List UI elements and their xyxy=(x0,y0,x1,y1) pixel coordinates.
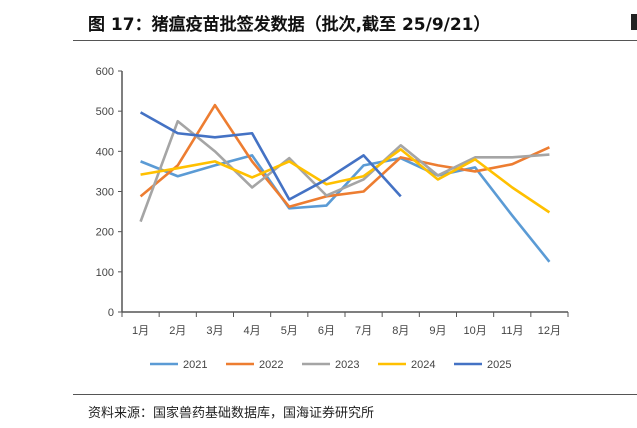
series-line-2024 xyxy=(140,148,551,214)
series-line-2022 xyxy=(139,103,550,209)
y-tick-label: 100 xyxy=(96,267,114,279)
x-tick-label: 9月 xyxy=(429,325,446,337)
x-tick-label: 6月 xyxy=(318,325,335,337)
x-tick-label: 3月 xyxy=(206,325,223,337)
y-tick-label: 200 xyxy=(96,227,114,239)
y-tick-label: 500 xyxy=(96,106,114,118)
legend-label-2023: 2023 xyxy=(335,359,359,371)
legend-label-2025: 2025 xyxy=(487,359,511,371)
source-rule xyxy=(73,394,637,395)
legend-label-2022: 2022 xyxy=(259,359,283,371)
series-line-2025 xyxy=(139,111,402,201)
x-tick-label: 2月 xyxy=(169,325,186,337)
x-tick-label: 8月 xyxy=(392,325,409,337)
next-figure-edge xyxy=(631,14,637,30)
legend-label-2021: 2021 xyxy=(183,359,207,371)
figure-title: 图 17：猪瘟疫苗批签发数据（批次,截至 25/9/21） xyxy=(88,15,491,35)
title-rule xyxy=(73,40,637,41)
y-tick-label: 400 xyxy=(96,146,114,158)
x-tick-label: 11月 xyxy=(501,325,523,337)
series-line-2021 xyxy=(140,154,551,263)
x-tick-label: 7月 xyxy=(355,325,372,337)
y-tick-label: 0 xyxy=(108,307,114,319)
line-chart: 0 100 200 300 400 500 600 1月 2月 3月 4月 5月 6月 7月 8月 9月 10月… xyxy=(96,66,569,371)
x-tick-label: 10月 xyxy=(463,325,486,337)
x-tick-label: 12月 xyxy=(538,325,561,337)
x-tick-label: 1月 xyxy=(132,325,149,337)
x-tick-label: 4月 xyxy=(244,325,261,337)
x-tick-label: 5月 xyxy=(281,325,298,337)
y-tick-label: 600 xyxy=(96,66,114,78)
legend-label-2024: 2024 xyxy=(411,359,435,371)
source-note: 资料来源：国家兽药基础数据库，国海证券研究所 xyxy=(88,406,375,421)
y-tick-label: 300 xyxy=(96,187,114,199)
series-line-2023 xyxy=(139,119,550,223)
